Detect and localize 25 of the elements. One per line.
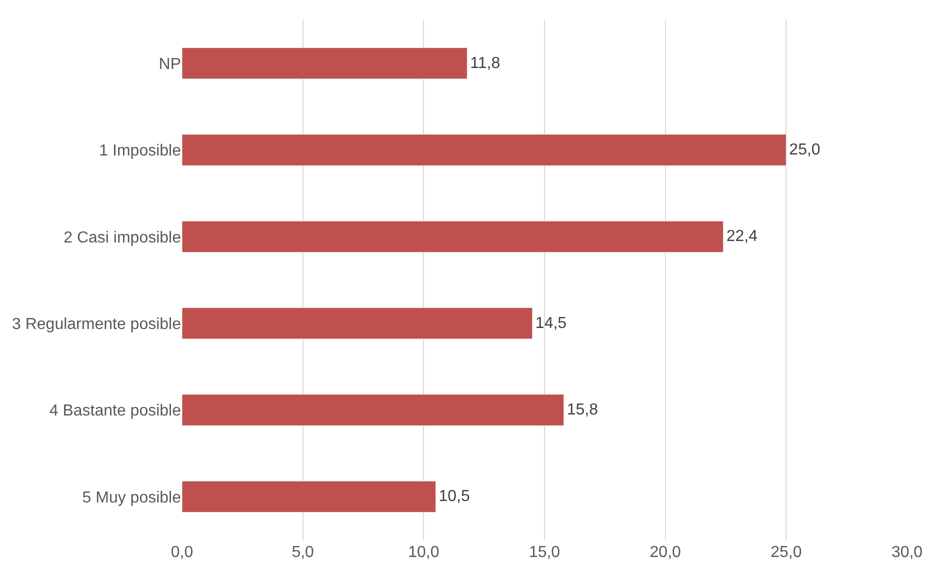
bar [182,47,468,80]
x-tick-label: 30,0 [891,544,923,561]
bar [182,394,564,426]
bar [182,134,786,166]
x-tick-label: 15,0 [528,544,560,561]
x-tick-label: 10,0 [408,544,440,561]
data-label: 15,8 [566,402,598,418]
y-tick-label: 1 Imposible [99,142,182,160]
y-tick-label: 3 Regularmente posible [12,316,182,333]
x-tick-label: 20,0 [650,544,681,561]
x-tick-label: 25,0 [770,544,802,561]
data-label: 14,5 [535,314,567,332]
data-label: 11,8 [470,54,500,72]
data-label: 25,0 [789,142,820,158]
bar [182,480,436,513]
bar [182,220,724,253]
x-tick-label: 0,0 [170,544,194,561]
data-label: 22,4 [726,228,758,246]
y-tick-label: 2 Casi imposible [64,229,182,246]
data-label: 10,5 [438,488,470,506]
y-tick-label: 5 Muy posible [82,489,182,506]
x-tick-label: 5,0 [292,544,314,561]
bar [182,307,533,340]
y-tick-label: NP [158,56,181,73]
y-tick-label: 4 Bastante posible [49,402,182,420]
